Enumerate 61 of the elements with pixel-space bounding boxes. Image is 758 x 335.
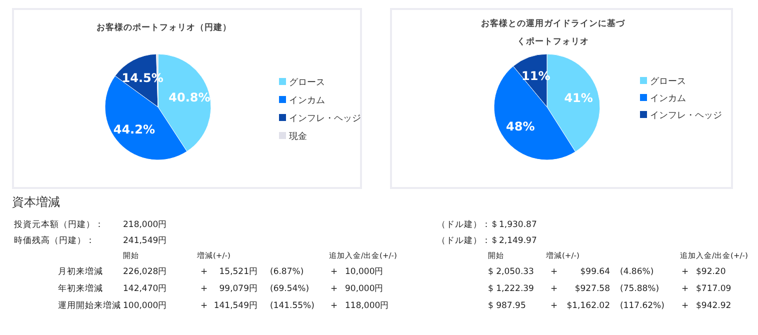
text: (69.54%)	[270, 284, 310, 294]
text: （ドル建）：	[437, 235, 491, 246]
text: +	[200, 267, 208, 277]
text: (6.87%)	[270, 267, 304, 277]
text: $1,162.02	[566, 301, 610, 311]
text: 99,079円	[219, 284, 258, 294]
text: 142,470円	[123, 284, 168, 294]
data-label: 44.2%	[113, 122, 156, 137]
legend-label: インフレ・ヘッジ	[650, 111, 722, 121]
text: $ 1,222.39	[488, 284, 534, 294]
legend-label: 現金	[289, 131, 307, 142]
text: $99.64	[580, 267, 610, 277]
data-label: 41%	[564, 90, 593, 105]
text: 226,028円	[123, 267, 168, 277]
text: 投資元本額（円建）：	[13, 219, 104, 230]
text: 月初来増減	[58, 266, 103, 277]
text: 100,000円	[123, 301, 168, 311]
text: $92.20	[696, 267, 726, 277]
text: +	[330, 284, 338, 294]
text: 241,549円	[123, 236, 168, 246]
legend-label: グロース	[289, 77, 325, 88]
text: +	[681, 301, 689, 311]
text: +	[550, 301, 558, 311]
text: +	[550, 284, 558, 294]
text: 10,000円	[345, 267, 384, 277]
text: $942.92	[696, 301, 732, 311]
chart-title: お客様のポートフォリオ（円建）	[96, 22, 232, 35]
text: (117.62%)	[620, 301, 664, 311]
text: +	[550, 267, 558, 277]
data-label: 40.8%	[168, 90, 210, 105]
text: +	[330, 301, 338, 311]
text: 年初来増減	[58, 283, 103, 294]
text: 15,521円	[219, 267, 258, 277]
text: 時価残高（円建）：	[14, 235, 95, 246]
text: 141,549円	[214, 301, 258, 311]
text: +	[200, 301, 208, 311]
text: (4.86%)	[620, 267, 654, 277]
text: $927.58	[574, 284, 610, 294]
text: $ 2,050.33	[488, 267, 534, 277]
text: ＄2,149.97	[490, 236, 537, 246]
text: +	[330, 267, 338, 277]
text: +	[681, 267, 689, 277]
text: 90,000円	[345, 284, 384, 294]
text: +	[200, 284, 208, 294]
text: 118,000円	[345, 301, 390, 311]
text: 218,000円	[123, 220, 168, 230]
legend-label: インカム	[289, 96, 325, 106]
data-label: 48%	[506, 119, 535, 134]
legend-label: インカム	[650, 94, 686, 104]
text: (141.55%)	[270, 301, 314, 311]
legend-label: インフレ・ヘッジ	[289, 114, 361, 124]
text: 資本増減	[12, 195, 60, 209]
chart-title: お客様との運用ガイドラインに基づくポートフォリオ	[480, 18, 626, 49]
text: $ 987.95	[488, 301, 526, 311]
text: (75.88%)	[620, 284, 660, 294]
text: $717.09	[696, 284, 732, 294]
text: +	[681, 284, 689, 294]
legend-label: グロース	[650, 76, 686, 87]
text: ＄1,930.87	[490, 220, 537, 230]
text: 運用開始来増減	[58, 300, 121, 311]
text: （ドル建）：	[437, 219, 491, 230]
